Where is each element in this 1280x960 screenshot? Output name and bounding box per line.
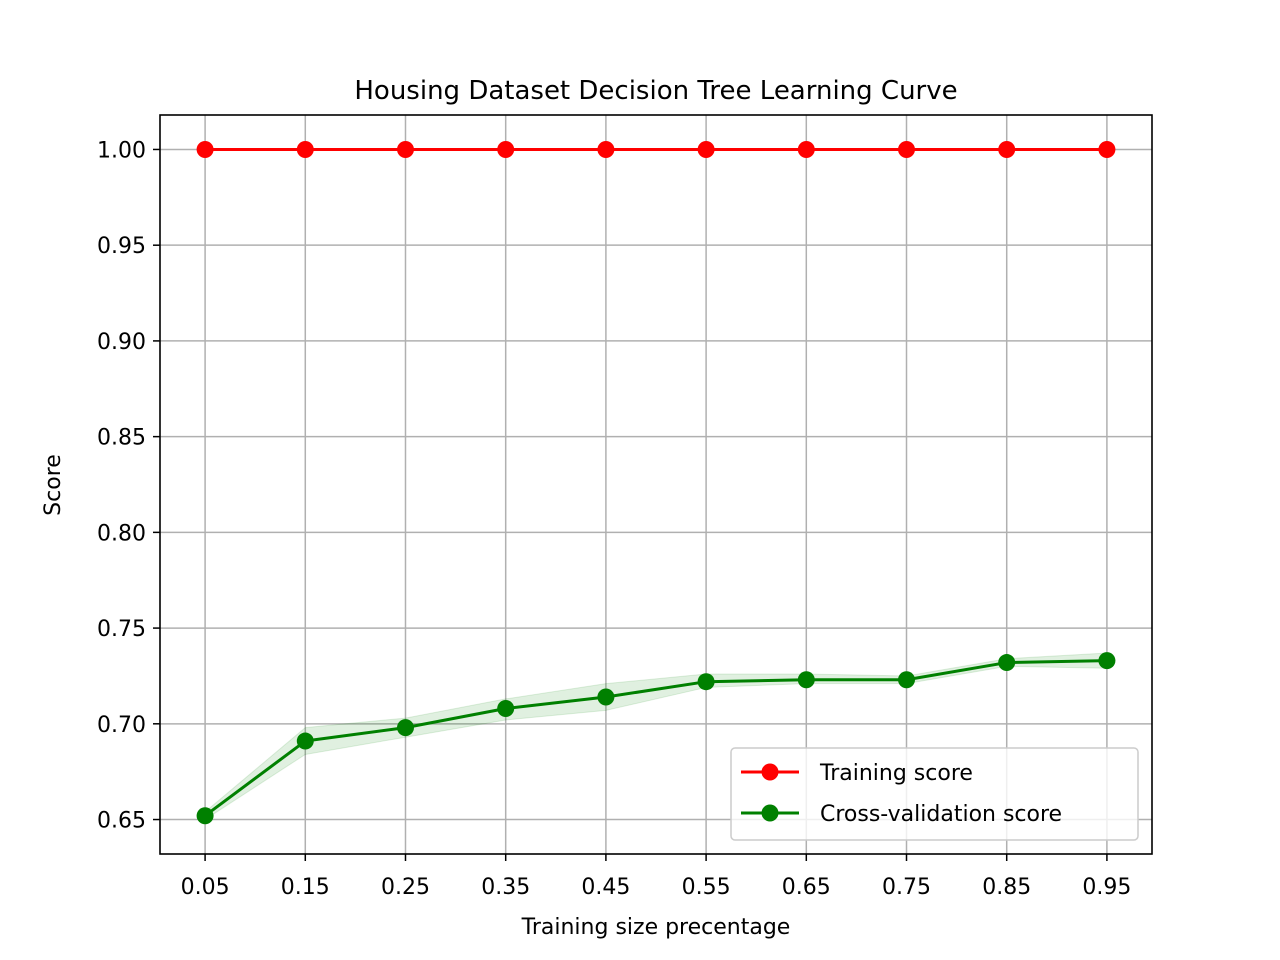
x-tick-label: 0.05: [181, 875, 230, 900]
x-tick-label: 0.95: [1082, 875, 1131, 900]
data-point: [797, 671, 815, 689]
y-tick-label: 0.80: [97, 521, 146, 546]
y-tick-label: 0.75: [97, 617, 146, 642]
data-point: [797, 140, 815, 158]
y-tick-label: 0.85: [97, 426, 146, 451]
data-point: [396, 140, 414, 158]
legend-marker-training: [761, 763, 779, 781]
y-tick-label: 1.00: [97, 138, 146, 163]
series-markers-layer: [196, 140, 1116, 825]
data-point: [497, 140, 515, 158]
x-tick-label: 0.45: [581, 875, 630, 900]
data-point: [597, 140, 615, 158]
data-point: [998, 654, 1016, 672]
x-tick-label: 0.15: [281, 875, 330, 900]
data-point: [497, 699, 515, 717]
series-lines-layer: [204, 147, 1107, 817]
data-point: [597, 688, 615, 706]
data-point: [296, 140, 314, 158]
x-tick-label: 0.75: [882, 875, 931, 900]
y-tick-label: 0.95: [97, 234, 146, 259]
data-point: [1098, 652, 1116, 670]
legend-label-training: Training score: [819, 761, 973, 786]
x-tick-label: 0.85: [982, 875, 1031, 900]
y-axis-ticks: 0.65 0.70 0.75 0.80 0.85 0.90 0.95 1.00: [97, 138, 160, 834]
data-point: [898, 671, 916, 689]
x-tick-label: 0.35: [481, 875, 530, 900]
y-axis-label: Score: [41, 454, 66, 516]
series-line: [204, 659, 1107, 817]
x-tick-label: 0.65: [782, 875, 831, 900]
y-tick-label: 0.70: [97, 713, 146, 738]
data-point: [196, 807, 214, 825]
x-axis-ticks: 0.05 0.15 0.25 0.35 0.45 0.55 0.65 0.75 0.85 0.95: [181, 854, 1131, 900]
data-point: [998, 140, 1016, 158]
data-point: [196, 140, 214, 158]
y-tick-label: 0.90: [97, 330, 146, 355]
legend-label-cross-validation: Cross-validation score: [820, 802, 1062, 827]
data-point: [697, 140, 715, 158]
chart-title: Housing Dataset Decision Tree Learning C…: [354, 76, 957, 106]
data-point: [1098, 140, 1116, 158]
y-tick-label: 0.65: [97, 809, 146, 834]
legend-marker-cross-validation: [761, 804, 779, 822]
legend: Training score Cross-validation score: [730, 747, 1139, 841]
data-point: [697, 673, 715, 691]
data-point: [396, 719, 414, 737]
plot-area-frame: [159, 114, 1153, 855]
x-tick-label: 0.25: [381, 875, 430, 900]
x-axis-label: Training size precentage: [521, 915, 791, 940]
data-point: [296, 732, 314, 750]
data-point: [898, 140, 916, 158]
x-tick-label: 0.55: [682, 875, 731, 900]
legend-box: [730, 747, 1139, 841]
